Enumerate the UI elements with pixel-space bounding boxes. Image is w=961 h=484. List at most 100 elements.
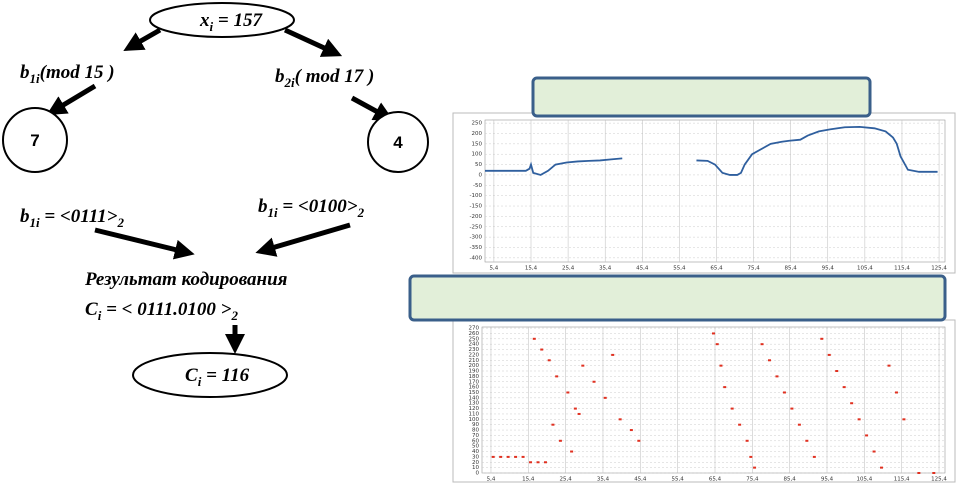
point — [850, 402, 854, 405]
point — [782, 391, 786, 394]
subscript: i — [98, 308, 102, 323]
y-tick-label: 100 — [472, 152, 483, 158]
base: 2 — [117, 215, 125, 230]
point — [894, 391, 898, 394]
y-tick-label: 240 — [469, 342, 480, 348]
point — [506, 455, 510, 458]
y-tick-label: -300 — [470, 235, 483, 241]
x-tick-label: 25,4 — [560, 477, 573, 483]
value: = <0100> — [278, 196, 358, 217]
x-tick-label: 55,4 — [672, 477, 685, 483]
x-tick-label: 95,4 — [821, 477, 834, 483]
x-tick-label: 55,4 — [673, 266, 686, 272]
point — [805, 439, 809, 442]
y-tick-label: 180 — [469, 374, 480, 380]
text: (mod 15 ) — [40, 62, 115, 83]
point — [547, 359, 551, 362]
point — [887, 364, 891, 367]
mod-right: b2i( mod 17 ) — [275, 66, 374, 90]
value: = 157 — [213, 10, 263, 31]
base: 2 — [357, 205, 365, 220]
x-tick-label: 115,4 — [894, 266, 910, 272]
y-tick-label: 210 — [469, 358, 480, 364]
plot-area — [484, 119, 946, 263]
x-tick-label: 15,4 — [522, 477, 535, 483]
y-tick-label: -100 — [470, 193, 483, 199]
point — [603, 396, 607, 399]
y-tick-label: 40 — [472, 449, 479, 455]
point — [532, 337, 536, 340]
symbol: b — [258, 196, 268, 217]
x-tick-label: 45,4 — [634, 477, 647, 483]
y-tick-label: 50 — [472, 444, 479, 450]
header-box — [531, 76, 872, 118]
x-tick-label: 75,4 — [747, 266, 760, 272]
residue-node — [367, 111, 429, 173]
value: = 116 — [201, 365, 249, 386]
charts: 250200150100500-50-100-150-200-250-300-3… — [469, 119, 947, 483]
y-tick-label: 260 — [469, 331, 480, 337]
base: 2 — [230, 308, 238, 323]
point — [499, 455, 503, 458]
x-tick-label: 25,4 — [562, 266, 575, 272]
arrow — [255, 222, 351, 257]
point — [820, 337, 824, 340]
y-tick-label: 0 — [476, 471, 480, 477]
x-tick-label: 75,4 — [746, 477, 759, 483]
point — [592, 380, 596, 383]
symbol: b — [20, 206, 30, 227]
y-tick-label: 60 — [472, 438, 479, 444]
point — [555, 375, 559, 378]
arrow — [46, 83, 97, 116]
point — [760, 343, 764, 346]
symbol: b — [20, 62, 30, 83]
text: ( mod 17 ) — [295, 66, 375, 87]
subscript: 1i — [30, 215, 41, 230]
x-tick-label: 5,4 — [487, 477, 496, 483]
symbol: C — [85, 299, 98, 320]
arrow — [123, 27, 162, 51]
x-tick-label: 5,4 — [490, 266, 499, 272]
point — [715, 343, 719, 346]
x-tick-label: 65,4 — [710, 266, 723, 272]
y-tick-label: 80 — [472, 428, 479, 434]
point — [753, 466, 757, 469]
point — [797, 423, 801, 426]
output-label: Ci = 116 — [185, 365, 250, 389]
point — [712, 332, 715, 335]
point — [917, 472, 921, 474]
y-tick-label: 50 — [475, 162, 482, 168]
y-tick-label: 110 — [469, 411, 480, 417]
subscript: i — [198, 374, 202, 389]
point — [790, 407, 794, 410]
point — [872, 450, 876, 453]
input-label: xi = 157 — [199, 10, 263, 34]
x-tick-label: 65,4 — [709, 477, 722, 483]
output-node — [132, 352, 288, 398]
point — [719, 364, 723, 367]
y-tick-label: 200 — [469, 363, 480, 369]
point — [536, 461, 540, 464]
y-tick-label: 250 — [469, 336, 480, 342]
x-tick-label: 115,4 — [894, 477, 910, 483]
point — [637, 439, 641, 442]
input-node — [149, 2, 295, 38]
point — [880, 466, 884, 469]
point — [827, 353, 831, 356]
point — [865, 434, 869, 437]
subscript: 1i — [268, 205, 279, 220]
arrow — [350, 95, 394, 121]
y-tick-label: -150 — [470, 204, 483, 210]
arrow — [94, 227, 195, 260]
point — [902, 418, 906, 421]
point — [723, 386, 727, 389]
point — [551, 423, 555, 426]
plot-area — [481, 326, 946, 474]
y-tick-label: 250 — [472, 121, 483, 127]
y-tick-label: 0 — [479, 172, 483, 178]
value: = < 0111.0100 > — [101, 299, 231, 320]
point — [573, 407, 577, 410]
y-tick-label: 140 — [469, 395, 480, 401]
point — [577, 412, 581, 415]
